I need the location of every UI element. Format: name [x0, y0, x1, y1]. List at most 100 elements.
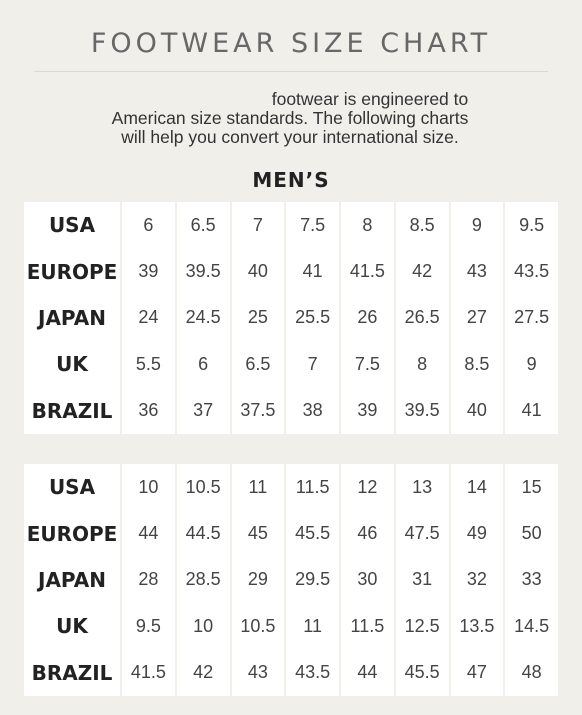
size-cell: 11.5 [341, 603, 394, 650]
size-cell: 25.5 [286, 294, 339, 342]
size-cell: 15 [505, 464, 558, 511]
table-row-uk: UK 5.5 6 6.5 7 7.5 8 8.5 9 [24, 341, 558, 388]
size-cell: 41.5 [341, 248, 394, 295]
size-table-2: USA 10 10.5 11 11.5 12 13 14 15 EUROPE 44 44.5 45 45.… [22, 464, 560, 696]
table-row-europe: EUROPE 44 44.5 45 45.5 46 47.5 49 50 [24, 510, 558, 557]
size-cell: 41 [286, 248, 339, 295]
size-cell: 41.5 [122, 649, 175, 696]
size-cell: 47.5 [395, 510, 449, 557]
table-row-brazil: BRAZIL 36 37 37.5 38 39 39.5 40 41 [24, 387, 558, 434]
size-cell: 39.5 [176, 248, 230, 295]
size-cell: 8.5 [450, 341, 504, 388]
size-cell: 9.5 [505, 202, 558, 249]
size-cell: 10 [122, 464, 175, 511]
title-divider [34, 71, 548, 72]
size-cell: 12 [341, 464, 394, 511]
size-cell: 47 [450, 649, 504, 696]
table-row-japan: JAPAN 28 28.5 29 29.5 30 31 32 33 [24, 556, 558, 604]
size-cell: 9 [450, 202, 504, 249]
row-label: BRAZIL [24, 387, 120, 434]
size-cell: 29 [231, 556, 285, 604]
intro-line-1: footwear is engineered to [40, 90, 540, 109]
table-row-uk: UK 9.5 10 10.5 11 11.5 12.5 13.5 14.5 [24, 603, 558, 650]
table-row-brazil: BRAZIL 41.5 42 43 43.5 44 45.5 47 48 [24, 649, 558, 696]
size-cell: 24.5 [176, 294, 230, 342]
size-cell: 32 [450, 556, 504, 604]
size-cell: 39 [122, 248, 175, 295]
table-row-japan: JAPAN 24 24.5 25 25.5 26 26.5 27 27.5 [24, 294, 558, 342]
size-table-1: USA 6 6.5 7 7.5 8 8.5 9 9.5 EUROPE 39 39.5 40 41 41.5 4… [22, 202, 560, 434]
size-cell: 7.5 [286, 202, 339, 249]
row-label: JAPAN [24, 556, 120, 604]
size-cell: 14.5 [505, 603, 558, 650]
size-cell: 43 [450, 248, 504, 295]
size-cell: 8 [341, 202, 394, 249]
size-cell: 6.5 [176, 202, 230, 249]
size-cell: 43.5 [286, 649, 339, 696]
table-row-europe: EUROPE 39 39.5 40 41 41.5 42 43 43.5 [24, 248, 558, 295]
size-cell: 42 [395, 248, 449, 295]
size-cell: 10.5 [231, 603, 285, 650]
size-cell: 43 [231, 649, 285, 696]
size-cell: 9.5 [122, 603, 175, 650]
size-cell: 41 [505, 387, 558, 434]
size-cell: 27.5 [505, 294, 558, 342]
size-cell: 31 [395, 556, 449, 604]
size-cell: 6 [176, 341, 230, 388]
size-cell: 26.5 [395, 294, 449, 342]
row-label: EUROPE [24, 248, 120, 295]
row-label: UK [24, 341, 120, 388]
size-cell: 36 [122, 387, 175, 434]
row-label: JAPAN [24, 294, 120, 342]
size-cell: 25 [231, 294, 285, 342]
section-title-mens: MEN’S [252, 168, 330, 192]
size-cell: 45.5 [286, 510, 339, 557]
size-cell: 26 [341, 294, 394, 342]
size-cell: 7 [286, 341, 339, 388]
size-cell: 29.5 [286, 556, 339, 604]
size-cell: 30 [341, 556, 394, 604]
intro-line-1-text: footwear is engineered to [271, 89, 469, 109]
size-cell: 11 [286, 603, 339, 650]
size-cell: 12.5 [395, 603, 449, 650]
size-cell: 49 [450, 510, 504, 557]
intro-line-2: American size standards. The following c… [111, 108, 469, 128]
size-cell: 42 [176, 649, 230, 696]
size-table-1-body: USA 6 6.5 7 7.5 8 8.5 9 9.5 EUROPE 39 39.5 40 41 41.5 4… [24, 202, 558, 434]
size-cell: 8 [395, 341, 449, 388]
intro-line-3: will help you convert your international… [121, 127, 459, 147]
size-cell: 37.5 [231, 387, 285, 434]
size-cell: 28.5 [176, 556, 230, 604]
size-cell: 37 [176, 387, 230, 434]
size-cell: 45 [231, 510, 285, 557]
size-cell: 39.5 [395, 387, 449, 434]
intro-paragraph: footwear is engineered to American size … [40, 90, 540, 147]
size-cell: 6 [122, 202, 175, 249]
size-cell: 7.5 [341, 341, 394, 388]
page-title: FOOTWEAR SIZE CHART [90, 28, 492, 59]
size-cell: 13 [395, 464, 449, 511]
row-label: UK [24, 603, 120, 650]
size-cell: 27 [450, 294, 504, 342]
size-cell: 50 [505, 510, 558, 557]
size-table-2-body: USA 10 10.5 11 11.5 12 13 14 15 EUROPE 44 44.5 45 45.… [24, 464, 558, 696]
table-row-usa: USA 6 6.5 7 7.5 8 8.5 9 9.5 [24, 202, 558, 249]
size-cell: 24 [122, 294, 175, 342]
row-label: USA [24, 202, 120, 249]
size-cell: 46 [341, 510, 394, 557]
size-cell: 8.5 [395, 202, 449, 249]
size-cell: 5.5 [122, 341, 175, 388]
size-cell: 40 [450, 387, 504, 434]
size-cell: 43.5 [505, 248, 558, 295]
size-cell: 45.5 [395, 649, 449, 696]
size-cell: 44 [341, 649, 394, 696]
size-cell: 6.5 [231, 341, 285, 388]
size-cell: 33 [505, 556, 558, 604]
size-cell: 10 [176, 603, 230, 650]
size-cell: 38 [286, 387, 339, 434]
size-cell: 40 [231, 248, 285, 295]
size-cell: 13.5 [450, 603, 504, 650]
size-cell: 28 [122, 556, 175, 604]
size-cell: 9 [505, 341, 558, 388]
